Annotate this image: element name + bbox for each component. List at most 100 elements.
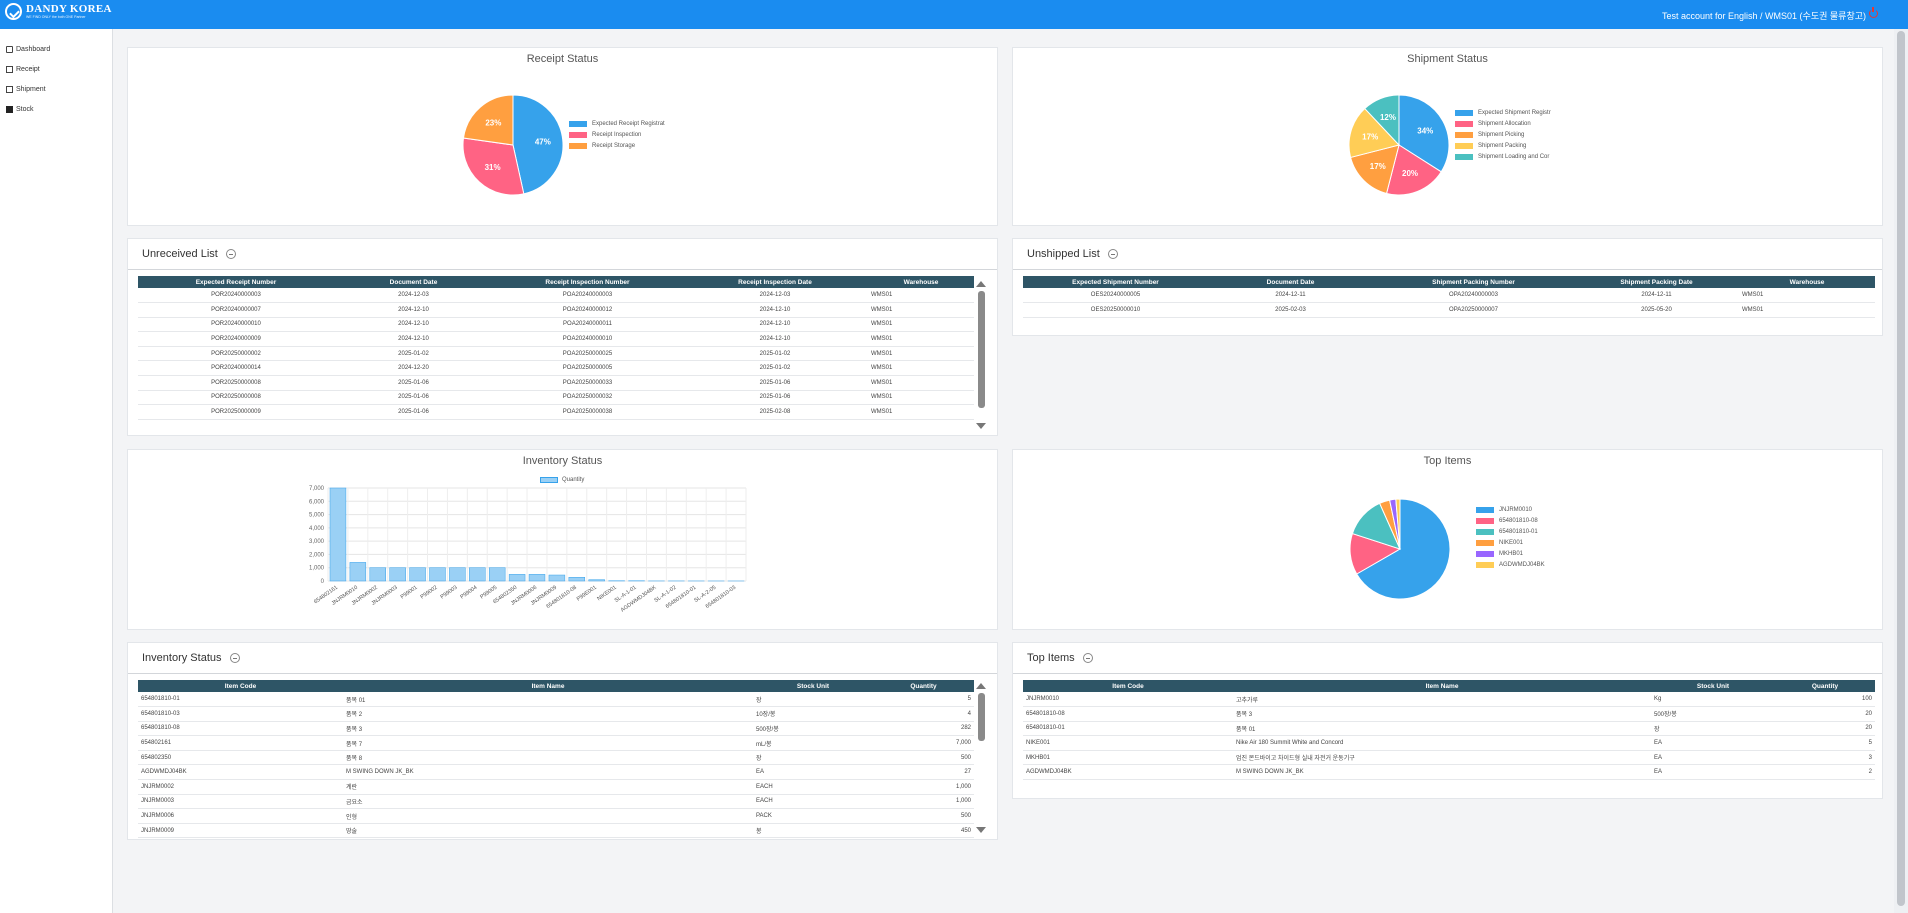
sidebar-item-receipt[interactable]: Receipt (0, 59, 112, 79)
legend-item[interactable]: Receipt Storage (569, 140, 665, 151)
pie-slice[interactable] (1356, 498, 1451, 600)
table-row[interactable]: OES20240000005 2024-12-11 OPA20240000003 20… (1023, 288, 1875, 304)
legend-item[interactable]: AGDWMDJ04BK (1476, 559, 1545, 570)
bar[interactable] (429, 567, 446, 582)
column-header[interactable]: Quantity (873, 680, 974, 692)
table-row[interactable]: JNJRM0002 계란 EACH 1,000 (138, 779, 974, 795)
column-header[interactable]: Warehouse (1739, 276, 1875, 288)
legend-item[interactable]: Shipment Allocation (1455, 118, 1551, 129)
legend-item[interactable]: Receipt Inspection (569, 129, 665, 140)
sidebar-item-dashboard[interactable]: Dashboard (0, 39, 112, 59)
table-row[interactable]: AGDWMDJ04BK M SWING DOWN JK_BK EA 2 (1023, 764, 1875, 781)
bar[interactable] (369, 567, 386, 582)
table-row[interactable]: OES20250000010 2025-02-03 OPA20250000007 20… (1023, 302, 1875, 318)
bar[interactable] (488, 567, 506, 582)
scroll-down-icon[interactable] (976, 827, 986, 833)
column-header[interactable]: Stock Unit (1651, 680, 1775, 692)
table-row[interactable]: JNJRM0006 인형 PACK 500 (138, 808, 974, 824)
inventory-collapse-button[interactable] (229, 653, 240, 663)
bar[interactable] (548, 574, 566, 582)
column-header[interactable]: Expected Receipt Number (138, 276, 334, 288)
bar[interactable] (389, 567, 406, 582)
table-row[interactable]: POR20240000007 2024-12-10 POA20240000012 20… (138, 302, 974, 318)
pie-slice[interactable] (462, 94, 514, 146)
pie-slice[interactable] (1348, 107, 1400, 159)
legend-item[interactable]: JNJRM0010 (1476, 504, 1545, 515)
sidebar-item-shipment[interactable]: Shipment (0, 79, 112, 99)
bar[interactable] (409, 567, 426, 582)
table-row[interactable]: JNJRM0009 땅술 봉 450 (138, 823, 974, 839)
table-row[interactable]: 654801810-01 품목 01 장 5 (138, 692, 974, 708)
bar[interactable] (329, 487, 347, 582)
page-scrollbar[interactable] (1894, 29, 1908, 913)
legend-item[interactable]: Shipment Packing (1455, 140, 1551, 151)
column-header[interactable]: Expected Shipment Number (1023, 276, 1208, 288)
pie-slice[interactable] (1349, 144, 1400, 195)
bar[interactable] (469, 567, 486, 582)
table-row[interactable]: POR20250000009 2025-01-06 POA20250000038 20… (138, 404, 974, 420)
bar[interactable] (349, 562, 367, 582)
table-row[interactable]: 654801810-08 품목 3 500장/봉 20 (1023, 706, 1875, 722)
table-row[interactable]: NIKE001 Nike Air 180 Summit White and Con… (1023, 735, 1875, 751)
unreceived-scrollbar[interactable] (976, 281, 987, 429)
column-header[interactable]: Stock Unit (753, 680, 873, 692)
column-header[interactable]: Receipt Inspection Number (493, 276, 682, 288)
legend-item[interactable]: Shipment Picking (1455, 129, 1551, 140)
inventory-scrollbar[interactable] (976, 683, 987, 833)
table-row[interactable]: MKHB01 엄진 몬드바이고 차이드형 실내 자전거 운동기구 EA 3 (1023, 750, 1875, 766)
brand-logo[interactable]: DANDY KOREA WE FIND ONLY the both ONE Pa… (5, 3, 112, 20)
pie-slice[interactable] (1395, 498, 1401, 550)
bar[interactable] (568, 577, 586, 582)
column-header[interactable]: Item Code (138, 680, 343, 692)
column-header[interactable]: Warehouse (868, 276, 974, 288)
scroll-up-icon[interactable] (976, 683, 986, 689)
column-header[interactable]: Receipt Inspection Date (682, 276, 868, 288)
table-row[interactable]: POR20240000014 2024-12-20 POA20250000005 20… (138, 360, 974, 377)
inventory-scrollbar-thumb[interactable] (978, 693, 985, 741)
legend-item[interactable]: Expected Receipt Registrat (569, 118, 665, 129)
table-row[interactable]: POR20250000008 2025-01-06 POA20250000033 20… (138, 375, 974, 391)
unshipped-collapse-button[interactable] (1107, 249, 1118, 259)
pie-slice[interactable] (1364, 94, 1400, 147)
table-row[interactable]: JNJRM0003 금요소 EACH 1,000 (138, 794, 974, 810)
table-row[interactable]: 654801810-08 품목 3 500장/봉 282 (138, 721, 974, 737)
column-header[interactable]: Item Name (1233, 680, 1651, 692)
table-row[interactable]: POR20240000003 2024-12-03 POA20240000003 20… (138, 288, 974, 304)
table-row[interactable]: 654802161 품목 7 mL/봉 7,000 (138, 735, 974, 751)
legend-item[interactable]: NIKE001 (1476, 537, 1545, 548)
table-row[interactable]: POR20250000002 2025-01-02 POA20250000025 20… (138, 346, 974, 362)
legend-item[interactable]: Expected Shipment Registr (1455, 107, 1551, 118)
pie-slice[interactable] (1385, 144, 1442, 196)
column-header[interactable]: Shipment Packing Number (1373, 276, 1574, 288)
scroll-down-icon[interactable] (976, 423, 986, 429)
column-header[interactable]: Shipment Packing Date (1574, 276, 1739, 288)
legend-item[interactable]: MKHB01 (1476, 548, 1545, 559)
table-row[interactable]: 654802350 품목 8 장 500 (138, 750, 974, 766)
column-header[interactable]: Item Code (1023, 680, 1233, 692)
scroll-up-icon[interactable] (976, 281, 986, 287)
bar[interactable] (588, 579, 605, 582)
legend-item[interactable]: 654801810-08 (1476, 515, 1545, 526)
column-header[interactable]: Document Date (1208, 276, 1373, 288)
page-scrollbar-thumb[interactable] (1897, 31, 1905, 906)
table-row[interactable]: POR20240000009 2024-12-10 POA20240000010 20… (138, 331, 974, 347)
legend-item[interactable]: 654801810-01 (1476, 526, 1545, 537)
column-header[interactable]: Item Name (343, 680, 753, 692)
unreceived-scrollbar-thumb[interactable] (978, 291, 985, 408)
table-row[interactable]: JNJRM0010 고추가루 Kg 100 (1023, 692, 1875, 708)
pie-slice[interactable] (512, 94, 564, 195)
unreceived-collapse-button[interactable] (225, 249, 236, 259)
table-row[interactable]: 654801810-03 품목 2 10장/봉 4 (138, 706, 974, 722)
bar[interactable] (508, 574, 526, 582)
table-row[interactable]: 654801810-01 품목 01 장 20 (1023, 721, 1875, 737)
legend-item[interactable]: Shipment Loading and Cor (1455, 151, 1551, 162)
bar[interactable] (528, 574, 546, 582)
table-row[interactable]: POR20250000008 2025-01-06 POA20250000032 20… (138, 390, 974, 406)
sidebar-item-stock[interactable]: Stock (0, 99, 112, 119)
top-items-collapse-button[interactable] (1082, 653, 1093, 663)
pie-slice[interactable] (462, 137, 525, 196)
table-row[interactable]: AGDWMDJ04BK M SWING DOWN JK_BK EA 27 (138, 764, 974, 781)
column-header[interactable]: Quantity (1775, 680, 1875, 692)
table-row[interactable]: POR20240000010 2024-12-10 POA20240000011 20… (138, 317, 974, 333)
bar[interactable] (449, 567, 466, 582)
